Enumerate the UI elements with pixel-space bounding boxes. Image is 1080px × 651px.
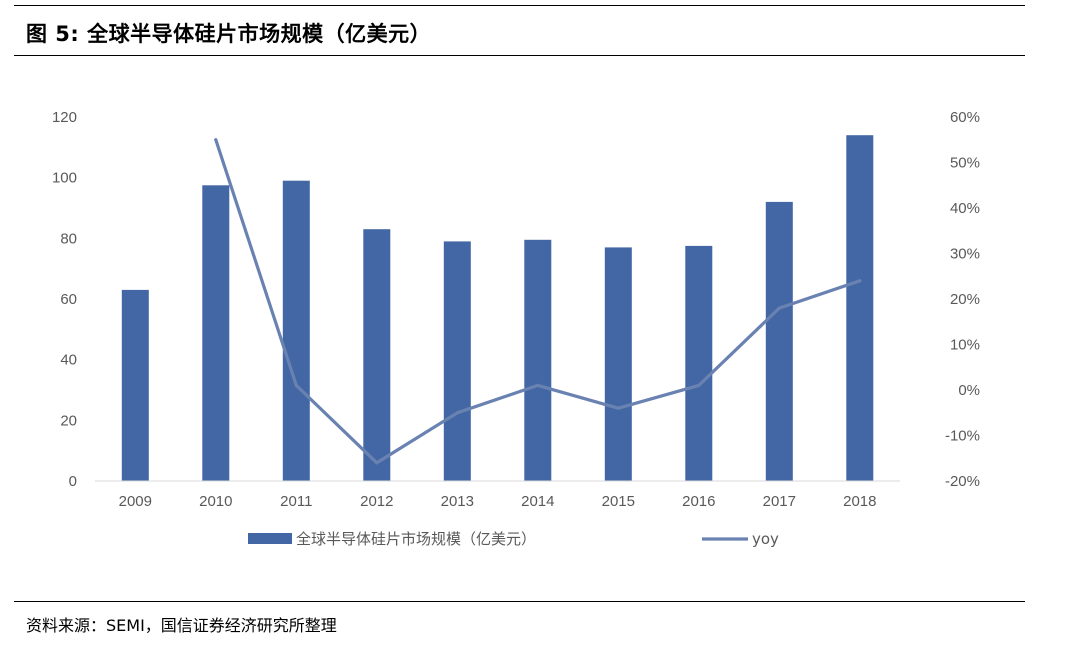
x-tick-label: 2009 (119, 493, 152, 510)
yoy-point-2017 (777, 306, 781, 310)
yoy-point-2010 (214, 138, 218, 142)
x-tick-label: 2014 (521, 493, 554, 510)
left-tick-label: 40 (60, 352, 77, 369)
bar-2016 (685, 245, 713, 481)
yoy-line-layer (214, 138, 862, 465)
x-tick-label: 2018 (843, 493, 876, 510)
bar-2015 (604, 247, 632, 481)
left-tick-label: 60 (60, 291, 77, 308)
x-axis-ticks: 2009 2010 2011 2012 2013 2014 2015 2016 2017 2018 (119, 493, 877, 510)
yoy-point-2016 (697, 383, 701, 387)
legend-bar-label: 全球半导体硅片市场规模（亿美元） (296, 530, 536, 548)
x-tick-label: 2015 (602, 493, 635, 510)
right-tick-label: 50% (950, 155, 980, 172)
left-tick-label: 120 (52, 109, 77, 126)
legend-line-label: yoy (752, 530, 779, 548)
bar-2010 (202, 185, 230, 482)
right-tick-label: 30% (950, 246, 980, 263)
right-axis-ticks: -20% -10% 0% 10% 20% 30% 40% 50% 60% (945, 109, 980, 490)
left-axis-ticks: 0 20 40 60 80 100 120 (52, 109, 77, 490)
figure-title: 图 5: 全球半导体硅片市场规模（亿美元） (26, 22, 432, 46)
title-rule (14, 55, 1025, 56)
yoy-point-2013 (455, 411, 459, 415)
yoy-point-2011 (294, 383, 298, 387)
bar-2018 (846, 135, 874, 481)
left-tick-label: 20 (60, 412, 77, 429)
bar-2011 (282, 180, 310, 481)
x-tick-label: 2011 (280, 493, 312, 510)
x-tick-label: 2012 (360, 493, 393, 510)
bar-2009 (121, 289, 149, 481)
legend: 全球半导体硅片市场规模（亿美元） yoy (248, 530, 779, 548)
right-tick-label: 40% (950, 200, 980, 217)
left-tick-label: 100 (52, 170, 77, 187)
source-note: 资料来源：SEMI，国信证券经济研究所整理 (26, 616, 337, 635)
x-tick-label: 2013 (441, 493, 474, 510)
top-rule (14, 5, 1025, 6)
right-tick-label: 10% (950, 337, 980, 354)
yoy-point-2015 (616, 406, 620, 410)
x-tick-label: 2017 (763, 493, 796, 510)
left-tick-label: 80 (60, 230, 77, 247)
yoy-point-2018 (858, 279, 862, 283)
yoy-point-2012 (375, 461, 379, 465)
right-tick-label: 20% (950, 291, 980, 308)
right-tick-label: -10% (945, 428, 980, 445)
x-tick-label: 2010 (199, 493, 232, 510)
bar-2013 (443, 241, 471, 481)
right-tick-label: 60% (950, 109, 980, 126)
bar-2014 (524, 239, 552, 481)
bars-layer (121, 135, 874, 482)
x-tick-label: 2016 (682, 493, 715, 510)
left-tick-label: 0 (69, 473, 77, 490)
bottom-rule (14, 601, 1025, 602)
yoy-point-2014 (536, 383, 540, 387)
right-tick-label: -20% (945, 473, 980, 490)
bar-2012 (363, 229, 391, 481)
legend-bar-swatch (248, 533, 292, 544)
bar-2017 (765, 201, 793, 481)
right-tick-label: 0% (958, 382, 980, 399)
